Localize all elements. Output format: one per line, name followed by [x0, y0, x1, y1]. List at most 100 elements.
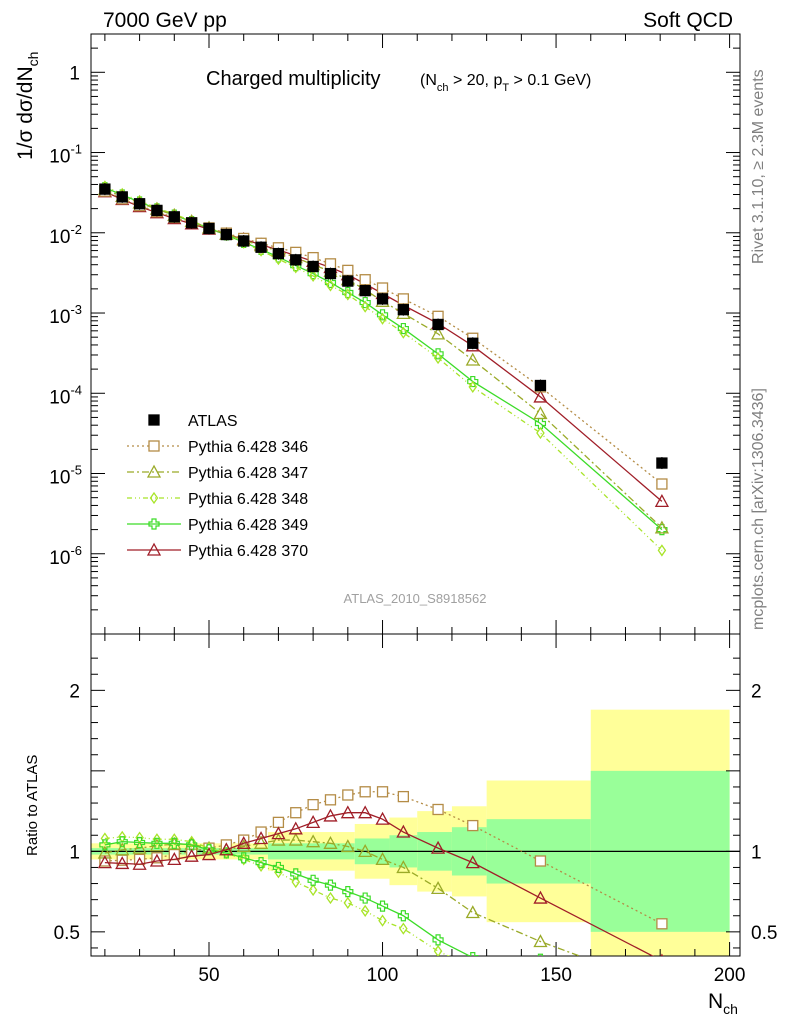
- ratio-y-tick-label-right: 0.5: [751, 923, 777, 944]
- legend-marker-4: [148, 518, 160, 530]
- ratio-point-1: [307, 799, 319, 811]
- main-point-0: [220, 228, 233, 241]
- ratio-point-2: [396, 860, 411, 874]
- ratio-point-2: [465, 905, 480, 919]
- ratio-point-2: [132, 840, 147, 854]
- main-point-3: [360, 300, 370, 313]
- ratio-point-4: [397, 910, 409, 922]
- main-point-0: [290, 254, 302, 266]
- ratio-point-3: [326, 891, 335, 905]
- ratio-point-1: [324, 794, 337, 806]
- main-point-5: [533, 389, 548, 403]
- main-point-4: [397, 322, 409, 335]
- main-point-0: [203, 222, 215, 235]
- y-tick-label: 10-4: [49, 382, 82, 408]
- ratio-point-4: [432, 934, 444, 946]
- main-point-1: [656, 478, 668, 490]
- ratio-point-5: [236, 835, 251, 849]
- x-axis-label: Nch: [708, 990, 738, 1017]
- ratio-point-5: [115, 856, 130, 870]
- analysis-watermark: ATLAS_2010_S8918562: [344, 591, 487, 606]
- legend-label: ATLAS: [188, 413, 238, 430]
- ratio-point-5: [358, 805, 373, 819]
- main-point-1: [359, 274, 371, 286]
- ratio-point-5: [533, 890, 548, 904]
- main-point-0: [238, 235, 250, 247]
- legend-marker-0: [148, 414, 160, 426]
- ratio-point-5: [253, 831, 269, 845]
- ratio-line-4: [104, 841, 472, 956]
- ratio-point-4: [324, 879, 337, 891]
- main-point-3: [343, 288, 353, 301]
- main-point-0: [99, 183, 111, 195]
- ratio-point-4: [255, 857, 267, 869]
- ratio-point-2: [375, 852, 390, 866]
- ratio-point-1: [151, 852, 163, 864]
- x-tick-label: 200: [714, 965, 746, 986]
- main-point-4: [656, 523, 668, 536]
- ratio-y-tick-label-right: 2: [751, 681, 762, 702]
- main-point-0: [324, 267, 337, 280]
- ratio-point-4: [168, 837, 180, 849]
- ratio-point-5: [132, 856, 147, 870]
- ratio-point-3: [170, 833, 179, 846]
- main-point-3: [378, 312, 387, 325]
- main-point-0: [272, 247, 285, 260]
- ratio-point-4: [99, 839, 111, 851]
- ratio-point-1: [656, 918, 668, 930]
- ratio-point-2: [358, 843, 373, 857]
- ratio-point-1: [272, 816, 285, 829]
- ratio-point-5: [167, 852, 182, 866]
- y-tick-label: 10-2: [49, 222, 82, 248]
- ratio-point-3: [433, 945, 443, 956]
- chart-title-sub: (Nch > 20, pT > 0.1 GeV): [420, 72, 591, 94]
- ratio-point-4: [657, 983, 667, 993]
- header-right: Soft QCD: [643, 9, 733, 32]
- ratio-point-4: [342, 886, 354, 898]
- ratio-point-2: [340, 839, 355, 853]
- main-point-3: [657, 544, 667, 557]
- ratio-point-1: [359, 786, 371, 798]
- ratio-point-4: [186, 839, 198, 851]
- main-point-4: [467, 375, 479, 388]
- ratio-y-tick-label: 2: [69, 681, 80, 702]
- ratio-y-tick-label-right: 1: [751, 842, 762, 863]
- main-point-0: [432, 318, 444, 331]
- ratio-point-2: [115, 842, 130, 856]
- legend-label: Pythia 6.428 347: [188, 465, 308, 482]
- legend-marker-5: [146, 542, 162, 556]
- main-point-5: [654, 493, 670, 507]
- main-point-0: [168, 211, 180, 223]
- ratio-ylabel: Ratio to ATLAS: [24, 755, 41, 856]
- ratio-y-tick-label: 0.5: [54, 923, 80, 944]
- legend-marker-2: [146, 464, 162, 478]
- y-tick-label: 1: [69, 63, 80, 84]
- chart-title: Charged multiplicity: [206, 68, 381, 90]
- main-series: [97, 180, 670, 557]
- ratio-point-3: [360, 904, 370, 918]
- main-point-0: [185, 217, 198, 229]
- ratio-point-5: [375, 811, 390, 825]
- axis-ticks: 50 100 150 200 10-6 10-5 10-4 10-3 10-2 10-1 1 0.5 0…: [49, 33, 777, 986]
- ratio-point-2: [253, 835, 269, 849]
- ratio-point-1: [342, 789, 354, 801]
- legend: ATLAS Pythia 6.428 346 Pythia 6.428 347 Pyt…: [127, 413, 308, 560]
- legend-label: Pythia 6.428 348: [188, 491, 308, 508]
- main-point-3: [536, 426, 545, 440]
- ratio-point-4: [272, 861, 285, 874]
- main-line-2: [104, 189, 663, 529]
- ratio-point-2: [236, 839, 251, 853]
- main-point-2: [533, 406, 548, 420]
- ratio-series: [97, 786, 668, 993]
- main-point-4: [534, 417, 547, 430]
- x-tick-label: 50: [198, 965, 219, 986]
- mcplots-label: mcplots.cern.ch [arXiv:1306.3436]: [750, 388, 767, 630]
- ratio-point-3: [291, 875, 301, 889]
- header-left: 7000 GeV pp: [103, 9, 227, 32]
- ratio-point-3: [469, 962, 476, 972]
- ratio-point-5: [306, 815, 321, 829]
- ratio-line-2: [104, 839, 582, 956]
- ratio-point-2: [533, 934, 548, 948]
- ratio-point-4: [290, 868, 302, 880]
- ratio-point-4: [116, 836, 128, 848]
